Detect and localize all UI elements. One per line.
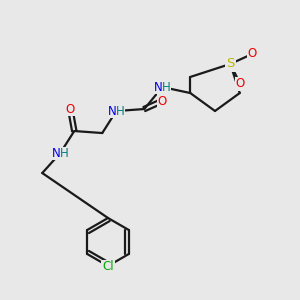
Text: O: O [66,103,75,116]
Text: Cl: Cl [102,260,114,274]
Text: H: H [116,104,125,118]
Text: O: O [158,94,167,107]
Text: N: N [52,146,60,160]
Text: O: O [248,47,257,61]
Text: H: H [60,146,69,160]
Text: S: S [226,58,235,70]
Text: N: N [107,104,116,118]
Text: O: O [236,77,245,91]
Text: N: N [154,80,162,94]
Text: H: H [162,80,171,94]
